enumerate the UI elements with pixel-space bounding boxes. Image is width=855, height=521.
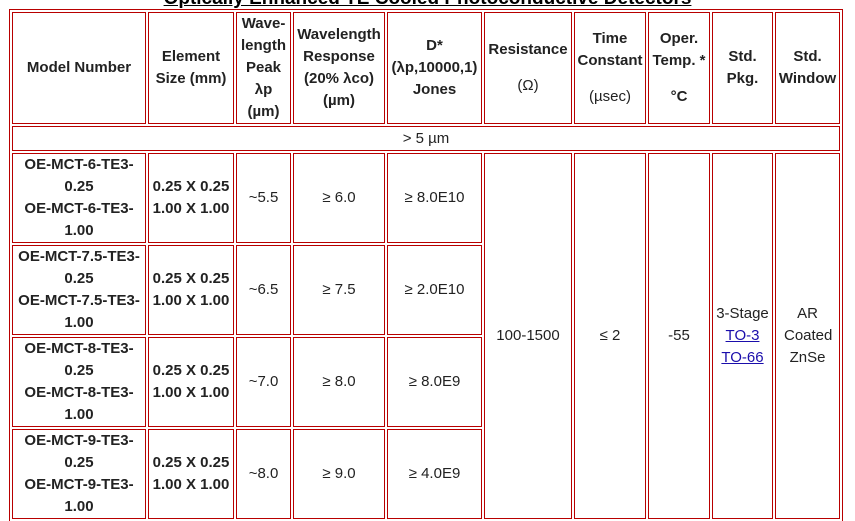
peak-cell: ~5.5 [236, 153, 291, 243]
package-line: TO-3 [714, 325, 771, 347]
section-row: > 5 µm [12, 126, 840, 151]
detectivity-cell: ≥ 4.0E9 [387, 429, 482, 519]
header-cell: Element Size (mm) [148, 12, 234, 124]
model-number: OE-MCT-8-TE3-0.25 [24, 340, 134, 379]
header-cell: Model Number [12, 12, 146, 124]
element-size: 0.25 X 0.25 [152, 270, 230, 287]
element-size: 1.00 X 1.00 [152, 200, 230, 217]
window-cell: AR Coated ZnSe [775, 153, 840, 519]
peak-cell: ~8.0 [236, 429, 291, 519]
header-label: Std. Pkg. [726, 48, 759, 87]
time-constant-cell: ≤ 2 [574, 153, 646, 519]
package-link[interactable]: TO-3 [725, 327, 760, 344]
data-row: OE-MCT-8-TE3-0.25 OE-MCT-8-TE3-1.00 0.25 X… [12, 337, 840, 427]
table-body: Model Number Element Size (mm) Wave-length… [12, 12, 840, 519]
peak-cell: ~6.5 [236, 245, 291, 335]
temperature-cell: -55 [648, 153, 710, 519]
header-label: D* (λp,10000,1) Jones [391, 37, 478, 98]
model-number: OE-MCT-8-TE3-1.00 [24, 384, 134, 423]
header-cell: Std. Window [775, 12, 840, 124]
page-title: Optically Enhanced TE Cooled Photoconduc… [0, 0, 855, 10]
model-number: OE-MCT-9-TE3-0.25 [24, 432, 134, 471]
detectivity-cell: ≥ 8.0E10 [387, 153, 482, 243]
header-label: Time Constant [577, 30, 643, 69]
data-row: OE-MCT-9-TE3-0.25 OE-MCT-9-TE3-1.00 0.25 X… [12, 429, 840, 519]
header-label: Wave-length Peak λp (µm) [241, 15, 286, 120]
package-stages: 3-Stage [716, 305, 769, 322]
header-row: Model Number Element Size (mm) Wave-length… [12, 12, 840, 124]
model-number: OE-MCT-7.5-TE3-1.00 [18, 292, 140, 331]
model-number: OE-MCT-6-TE3-1.00 [24, 200, 134, 239]
element-size: 1.00 X 1.00 [152, 292, 230, 309]
header-cell: Std. Pkg. [712, 12, 773, 124]
header-unit: (µsec) [589, 88, 631, 105]
size-cell: 0.25 X 0.25 1.00 X 1.00 [148, 429, 234, 519]
response-cell: ≥ 8.0 [293, 337, 385, 427]
header-unit: (Ω) [517, 77, 539, 94]
model-cell: OE-MCT-8-TE3-0.25 OE-MCT-8-TE3-1.00 [12, 337, 146, 427]
model-number: OE-MCT-6-TE3-0.25 [24, 156, 134, 195]
detectivity-cell: ≥ 2.0E10 [387, 245, 482, 335]
response-cell: ≥ 9.0 [293, 429, 385, 519]
header-label: Model Number [26, 59, 132, 76]
spec-table: Model Number Element Size (mm) Wave-length… [9, 9, 843, 521]
model-number: OE-MCT-7.5-TE3-0.25 [18, 248, 140, 287]
data-row: OE-MCT-6-TE3-0.25 OE-MCT-6-TE3-1.00 0.25 X… [12, 153, 840, 519]
package-link[interactable]: TO-66 [721, 349, 764, 366]
element-size: 1.00 X 1.00 [152, 384, 230, 401]
header-cell: Resistance (Ω) [484, 12, 572, 124]
package-cell: 3-Stage TO-3 TO-66 [712, 153, 773, 519]
detectivity-cell: ≥ 8.0E9 [387, 337, 482, 427]
header-label: Wavelength Response (20% λco) (µm) [297, 26, 381, 109]
element-size: 1.00 X 1.00 [152, 476, 230, 493]
model-cell: OE-MCT-9-TE3-0.25 OE-MCT-9-TE3-1.00 [12, 429, 146, 519]
element-size: 0.25 X 0.25 [152, 454, 230, 471]
header-cell: Time Constant (µsec) [574, 12, 646, 124]
size-cell: 0.25 X 0.25 1.00 X 1.00 [148, 153, 234, 243]
size-cell: 0.25 X 0.25 1.00 X 1.00 [148, 337, 234, 427]
data-row: OE-MCT-7.5-TE3-0.25 OE-MCT-7.5-TE3-1.00 0.… [12, 245, 840, 335]
element-size: 0.25 X 0.25 [152, 362, 230, 379]
size-cell: 0.25 X 0.25 1.00 X 1.00 [148, 245, 234, 335]
header-label: Resistance [488, 41, 568, 58]
header-label: Oper. Temp. * [652, 30, 706, 69]
peak-cell: ~7.0 [236, 337, 291, 427]
header-unit: °C [670, 88, 688, 105]
header-cell: Oper. Temp. * °C [648, 12, 710, 124]
package-line: TO-66 [714, 347, 771, 369]
header-cell: Wavelength Response (20% λco) (µm) [293, 12, 385, 124]
response-cell: ≥ 6.0 [293, 153, 385, 243]
resistance-cell: 100-1500 [484, 153, 572, 519]
section-cell: > 5 µm [12, 126, 840, 151]
header-label: Std. Window [778, 48, 837, 87]
model-cell: OE-MCT-6-TE3-0.25 OE-MCT-6-TE3-1.00 [12, 153, 146, 243]
response-cell: ≥ 7.5 [293, 245, 385, 335]
header-cell: D* (λp,10000,1) Jones [387, 12, 482, 124]
header-cell: Wave-length Peak λp (µm) [236, 12, 291, 124]
header-label: Element Size (mm) [155, 48, 227, 87]
model-cell: OE-MCT-7.5-TE3-0.25 OE-MCT-7.5-TE3-1.00 [12, 245, 146, 335]
element-size: 0.25 X 0.25 [152, 178, 230, 195]
model-number: OE-MCT-9-TE3-1.00 [24, 476, 134, 515]
